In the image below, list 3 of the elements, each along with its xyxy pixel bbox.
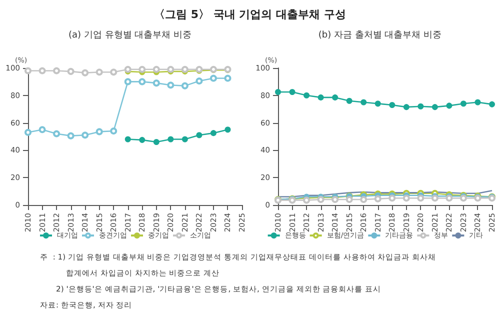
chart-subtitle: (b) 자금 출처별 대출부채 비중: [318, 30, 442, 40]
chart-subtitle: (a) 기업 유형별 대출부채 비중: [68, 30, 192, 40]
chart-title: 〈그림 5〉 국내 기업의 대출부채 구성: [154, 8, 346, 21]
